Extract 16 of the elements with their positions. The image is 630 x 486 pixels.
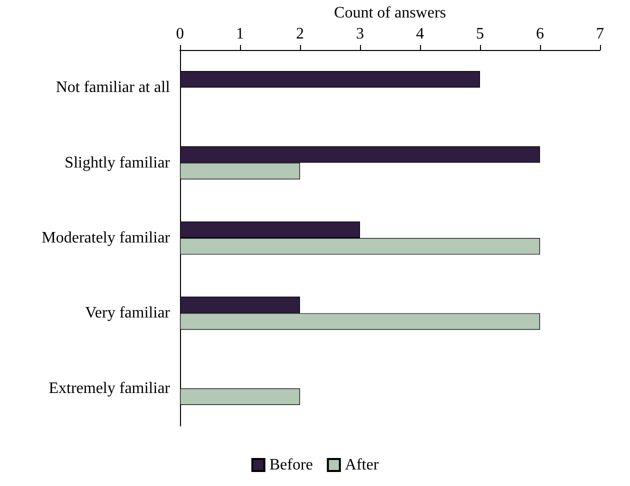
x-tick-label: 1 [236, 26, 244, 42]
x-tick-label: 2 [296, 26, 304, 42]
x-tick-label: 6 [536, 26, 544, 42]
y-tick-label: Moderately familiar [42, 230, 171, 246]
y-tick-label: Very familiar [85, 304, 171, 322]
y-tick-label: Slightly familiar [64, 154, 171, 172]
x-tick-label: 5 [476, 26, 484, 42]
x-tick-label: 4 [416, 26, 424, 42]
y-tick-label: Not familiar at all [56, 79, 171, 96]
x-tick-label: 7 [596, 26, 604, 42]
x-tick-label: 0 [176, 26, 184, 42]
x-axis-title: Count of answers [334, 4, 446, 22]
y-tick-label: Extremely familiar [48, 380, 171, 397]
legend-label: Before [269, 456, 313, 474]
legend-label: After [344, 456, 380, 474]
x-tick-label: 3 [356, 26, 364, 42]
